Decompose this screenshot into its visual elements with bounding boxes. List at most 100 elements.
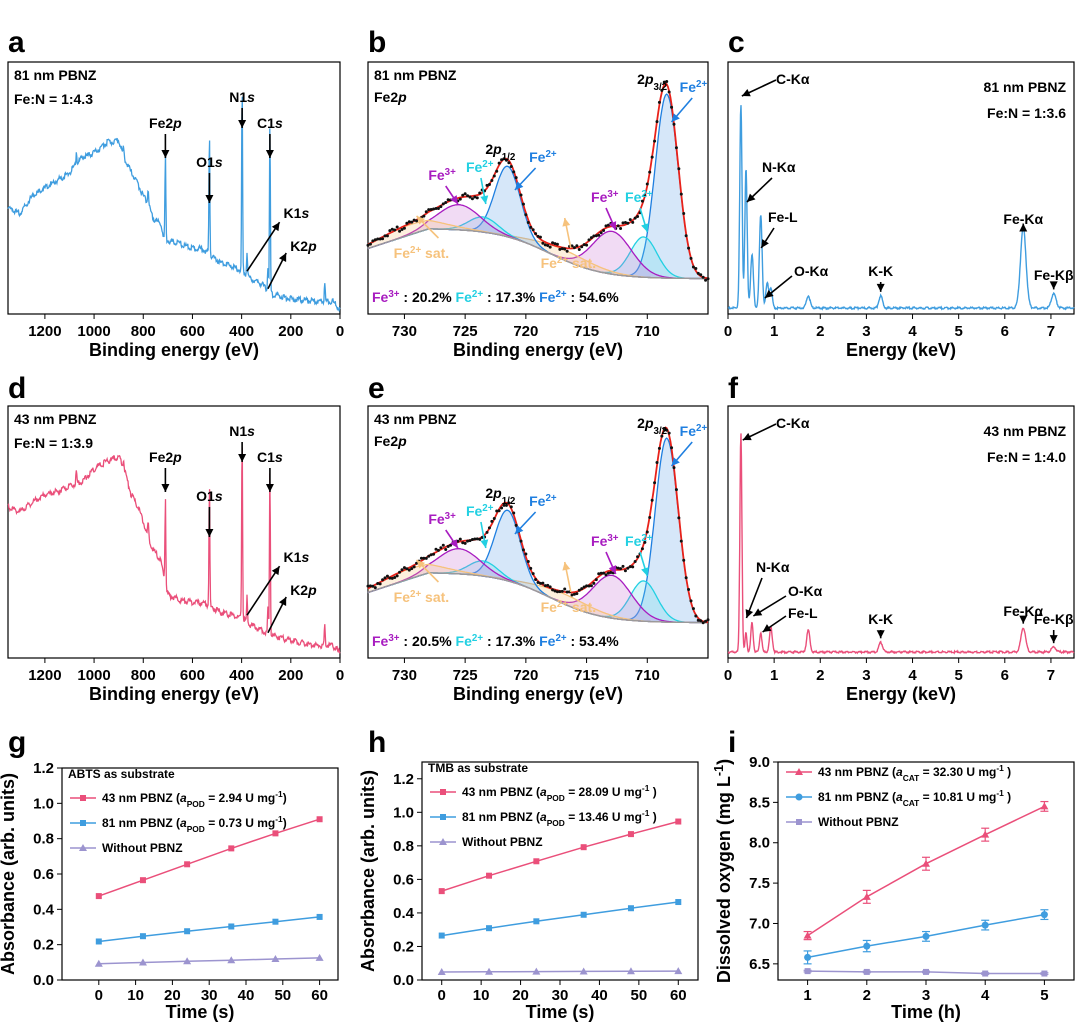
data-point bbox=[616, 224, 620, 228]
data-point bbox=[699, 273, 703, 277]
legend-label: Without PBNZ bbox=[462, 835, 543, 849]
data-point bbox=[400, 568, 404, 572]
x-tick-label: 1 bbox=[770, 323, 778, 340]
peak-label-n-ka: N-Kα bbox=[762, 159, 796, 175]
data-point bbox=[623, 220, 627, 224]
marker-triangle bbox=[437, 967, 446, 975]
marker-square bbox=[80, 795, 86, 801]
data-point bbox=[563, 247, 567, 251]
data-point bbox=[468, 195, 472, 199]
data-point bbox=[619, 227, 623, 231]
arrow-head bbox=[753, 608, 763, 616]
data-point bbox=[429, 553, 433, 557]
x-tick-label: 715 bbox=[574, 323, 599, 340]
data-point bbox=[383, 576, 387, 580]
marker-square bbox=[95, 893, 102, 900]
label-2p1-2: 2p1/2 bbox=[485, 141, 516, 163]
marker-triangle bbox=[981, 830, 990, 838]
marker-square bbox=[580, 844, 587, 851]
peak-label-fe-ka: Fe-Kα bbox=[1003, 603, 1043, 619]
legend-label: 43 nm PBNZ (aCAT = 32.30 U mg-1 ) bbox=[818, 763, 1011, 783]
data-point bbox=[519, 193, 523, 197]
data-point bbox=[368, 584, 372, 588]
arrow-head bbox=[238, 120, 247, 128]
data-point bbox=[485, 183, 489, 187]
label-fe2-cyan-3-2: Fe2+ bbox=[625, 189, 653, 206]
data-point bbox=[633, 559, 637, 563]
data-point bbox=[679, 192, 683, 196]
data-point bbox=[682, 211, 686, 215]
data-point bbox=[640, 199, 644, 203]
series-line bbox=[441, 901, 679, 937]
x-tick-label: 4 bbox=[908, 323, 917, 340]
peak-label-k-k: K-K bbox=[868, 263, 893, 279]
data-point bbox=[504, 503, 508, 507]
data-point bbox=[388, 576, 392, 580]
data-point bbox=[551, 588, 555, 592]
arrow-head bbox=[514, 181, 524, 190]
data-point bbox=[424, 210, 428, 214]
data-point bbox=[558, 247, 562, 251]
peak-label-fe2p: Fe2p bbox=[149, 115, 182, 131]
x-tick-label: 4 bbox=[908, 667, 917, 684]
sample-label: 43 nm PBNZ bbox=[984, 423, 1067, 439]
marker-triangle bbox=[183, 957, 192, 965]
data-point bbox=[582, 585, 586, 589]
arrow-head bbox=[762, 624, 772, 632]
data-point bbox=[645, 530, 649, 534]
data-point bbox=[580, 245, 584, 249]
sample-label: 43 nm PBNZ bbox=[374, 411, 457, 427]
peak-label-o-ka: O-Kα bbox=[794, 263, 829, 279]
data-point bbox=[368, 242, 372, 246]
data-point bbox=[473, 195, 477, 199]
ratio-label: Fe:N = 1:4.3 bbox=[14, 91, 93, 107]
legend-label: Without PBNZ bbox=[818, 815, 899, 829]
x-axis-title: Energy (keV) bbox=[846, 684, 956, 704]
marker-square bbox=[80, 820, 86, 826]
ratio-label: Fe:N = 1:3.9 bbox=[14, 435, 93, 451]
x-tick-label: 1000 bbox=[77, 323, 110, 340]
marker-square bbox=[440, 789, 446, 795]
data-point bbox=[691, 265, 695, 269]
x-tick-label: 0 bbox=[95, 987, 103, 1004]
x-tick-label: 20 bbox=[512, 987, 529, 1004]
peak-label-fe-l: Fe-L bbox=[768, 209, 798, 225]
panel-letter-b: b bbox=[368, 26, 386, 59]
data-point bbox=[609, 571, 613, 575]
chart-b: 730 725 720 715 710 Binding energy (eV) 81 nm … bbox=[366, 61, 710, 360]
data-point bbox=[415, 561, 419, 565]
component-fill-fe3-1-2 bbox=[368, 204, 708, 279]
data-point bbox=[373, 238, 377, 242]
data-point bbox=[521, 548, 525, 552]
data-point bbox=[415, 219, 419, 223]
arrow-head bbox=[450, 539, 458, 548]
arrow-head bbox=[238, 454, 247, 462]
x-tick-label: 60 bbox=[311, 987, 328, 1004]
label-fe2-blue-1-2: Fe2+ bbox=[529, 149, 557, 166]
peak-label-c-ka: C-Kα bbox=[776, 71, 810, 87]
arrow-head bbox=[562, 218, 571, 227]
marker-triangle bbox=[315, 953, 324, 961]
data-point bbox=[534, 578, 538, 582]
peak-label-c-ka: C-Kα bbox=[776, 415, 810, 431]
data-point bbox=[381, 578, 385, 582]
data-point bbox=[694, 267, 698, 271]
data-point bbox=[531, 228, 535, 232]
data-point bbox=[587, 238, 591, 242]
data-point bbox=[495, 169, 499, 173]
data-point bbox=[677, 167, 681, 171]
data-point bbox=[670, 446, 674, 450]
data-point bbox=[405, 221, 409, 225]
series-line bbox=[441, 820, 679, 892]
label-fe3-1-2: Fe3+ bbox=[428, 511, 456, 528]
legend-label: 43 nm PBNZ (aPOD = 2.94 U mg-1) bbox=[102, 789, 287, 809]
x-tick-label: 7 bbox=[1047, 323, 1055, 340]
x-tick-label: 715 bbox=[574, 667, 599, 684]
data-point bbox=[538, 581, 542, 585]
x-tick-label: 710 bbox=[635, 667, 660, 684]
marker-triangle bbox=[803, 931, 812, 939]
data-point bbox=[704, 619, 708, 623]
data-point bbox=[405, 567, 409, 571]
data-point bbox=[548, 245, 552, 249]
data-point bbox=[543, 584, 547, 588]
